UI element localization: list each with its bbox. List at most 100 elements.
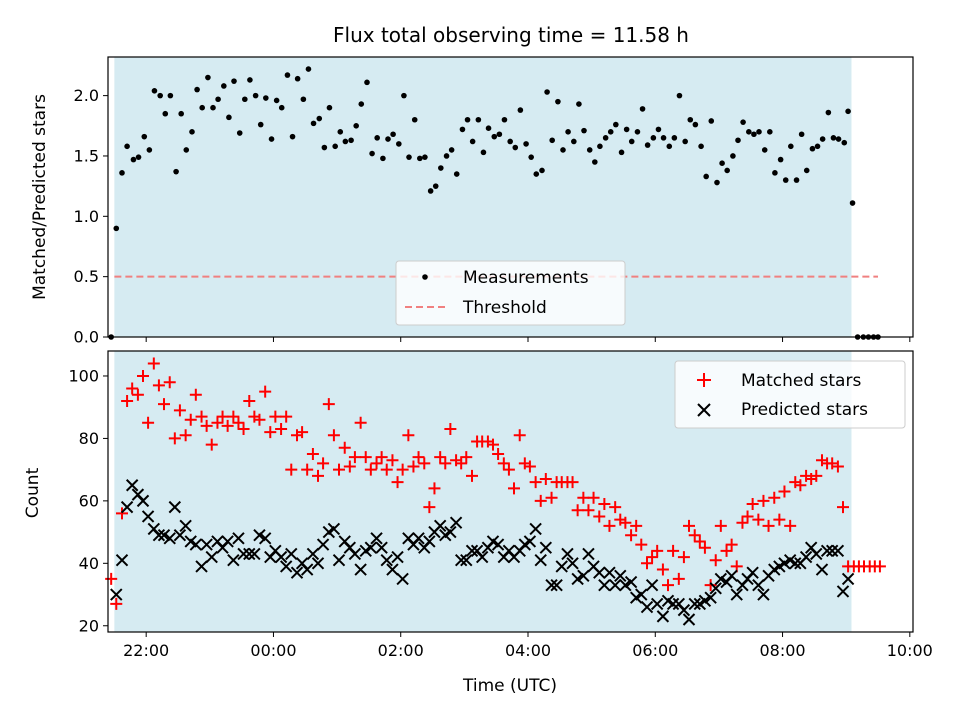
matched-point: [253, 413, 266, 426]
measurement-point: [252, 92, 259, 99]
matched-point: [264, 426, 277, 439]
top-y-axis-label: Matched/Predicted stars: [30, 94, 50, 300]
measurement-point: [841, 139, 848, 146]
matched-point: [709, 554, 722, 567]
measurement-point: [205, 74, 211, 81]
predicted-point: [237, 547, 250, 561]
predicted-point: [688, 597, 701, 611]
matched-point: [322, 398, 335, 411]
matched-point: [418, 457, 431, 470]
matched-point: [343, 460, 356, 473]
measurement-point: [761, 147, 768, 153]
predicted-point: [810, 547, 823, 561]
bottom-axes-frame: [107, 350, 914, 633]
matched-point: [534, 494, 547, 507]
predicted-point: [645, 578, 659, 592]
matched-point: [121, 394, 134, 407]
predicted-point: [279, 560, 293, 573]
matched-point: [466, 469, 478, 482]
predicted-point: [571, 572, 584, 586]
matched-point: [195, 410, 208, 423]
measurement-point: [119, 170, 125, 176]
measurement-point: [453, 171, 460, 177]
measurement-point: [698, 143, 704, 150]
measurement-point: [544, 89, 550, 95]
measurement-point: [666, 143, 673, 150]
matched-point: [221, 419, 234, 432]
measurement-point: [348, 137, 354, 144]
measurement-point: [756, 129, 762, 135]
matched-point: [784, 519, 797, 532]
legend-measurements-marker: [422, 274, 428, 280]
predicted-point: [582, 547, 595, 561]
predicted-point: [221, 535, 234, 548]
matched-point: [158, 398, 170, 411]
measurement-point: [358, 101, 365, 107]
matched-point: [460, 451, 473, 464]
matched-point: [513, 429, 526, 442]
predicted-point: [200, 538, 213, 551]
top-legend-box: [395, 260, 626, 326]
matched-point: [635, 538, 648, 551]
predicted-point: [608, 578, 622, 592]
top-x-ticks: [145, 337, 911, 342]
matched-point: [502, 463, 515, 476]
top-axes-frame: [107, 56, 914, 338]
measurement-point: [730, 153, 736, 159]
predicted-point: [449, 516, 463, 529]
measurement-point: [782, 177, 789, 183]
measurement-point: [485, 125, 492, 132]
measurement-point: [676, 92, 683, 99]
measurement-point: [793, 177, 800, 183]
matched-point: [831, 460, 844, 473]
measurement-point: [724, 167, 730, 174]
measurement-point: [284, 72, 291, 78]
predicted-point: [173, 529, 187, 542]
matched-point: [619, 516, 632, 529]
measurement-point: [300, 96, 307, 103]
matched-point: [285, 463, 298, 476]
measurement-point: [135, 154, 142, 160]
x-tick-label: 02:00: [378, 641, 424, 660]
predicted-point: [120, 500, 134, 514]
matched-point: [147, 357, 160, 370]
predicted-point: [704, 591, 717, 604]
predicted-point: [311, 557, 325, 570]
measurement-point: [263, 95, 269, 101]
matched-point: [736, 516, 749, 529]
predicted-point: [550, 578, 563, 592]
predicted-point: [836, 585, 850, 598]
predicted-point: [248, 547, 261, 561]
matched-point: [646, 551, 659, 564]
matched-point: [317, 457, 330, 470]
predicted-point: [640, 600, 654, 614]
measurement-point: [443, 153, 450, 159]
measurement-point: [539, 167, 545, 174]
measurement-point: [644, 142, 651, 148]
matched-point: [359, 451, 372, 464]
measurement-point: [746, 129, 752, 135]
measurement-point: [374, 135, 380, 141]
measurement-point: [310, 120, 317, 127]
matched-point: [508, 482, 520, 495]
measurement-point: [788, 143, 794, 150]
predicted-point: [412, 532, 425, 545]
measurement-point: [523, 141, 529, 147]
measurement-point: [353, 122, 359, 129]
measurement-point: [475, 116, 482, 123]
matched-point: [391, 476, 404, 489]
measurement-point: [767, 129, 773, 135]
predicted-point: [125, 479, 139, 492]
x-tick-label: 00:00: [250, 641, 296, 660]
matched-point: [237, 423, 250, 436]
matched-point: [407, 460, 420, 473]
measurement-point: [528, 154, 534, 160]
bottom-matched-points: [105, 357, 886, 610]
predicted-point: [529, 522, 542, 536]
matched-point: [396, 463, 409, 476]
predicted-point: [285, 547, 298, 561]
measurement-point: [342, 138, 349, 145]
matched-point: [571, 504, 584, 517]
matched-point: [672, 572, 685, 585]
measurement-point: [194, 86, 200, 93]
